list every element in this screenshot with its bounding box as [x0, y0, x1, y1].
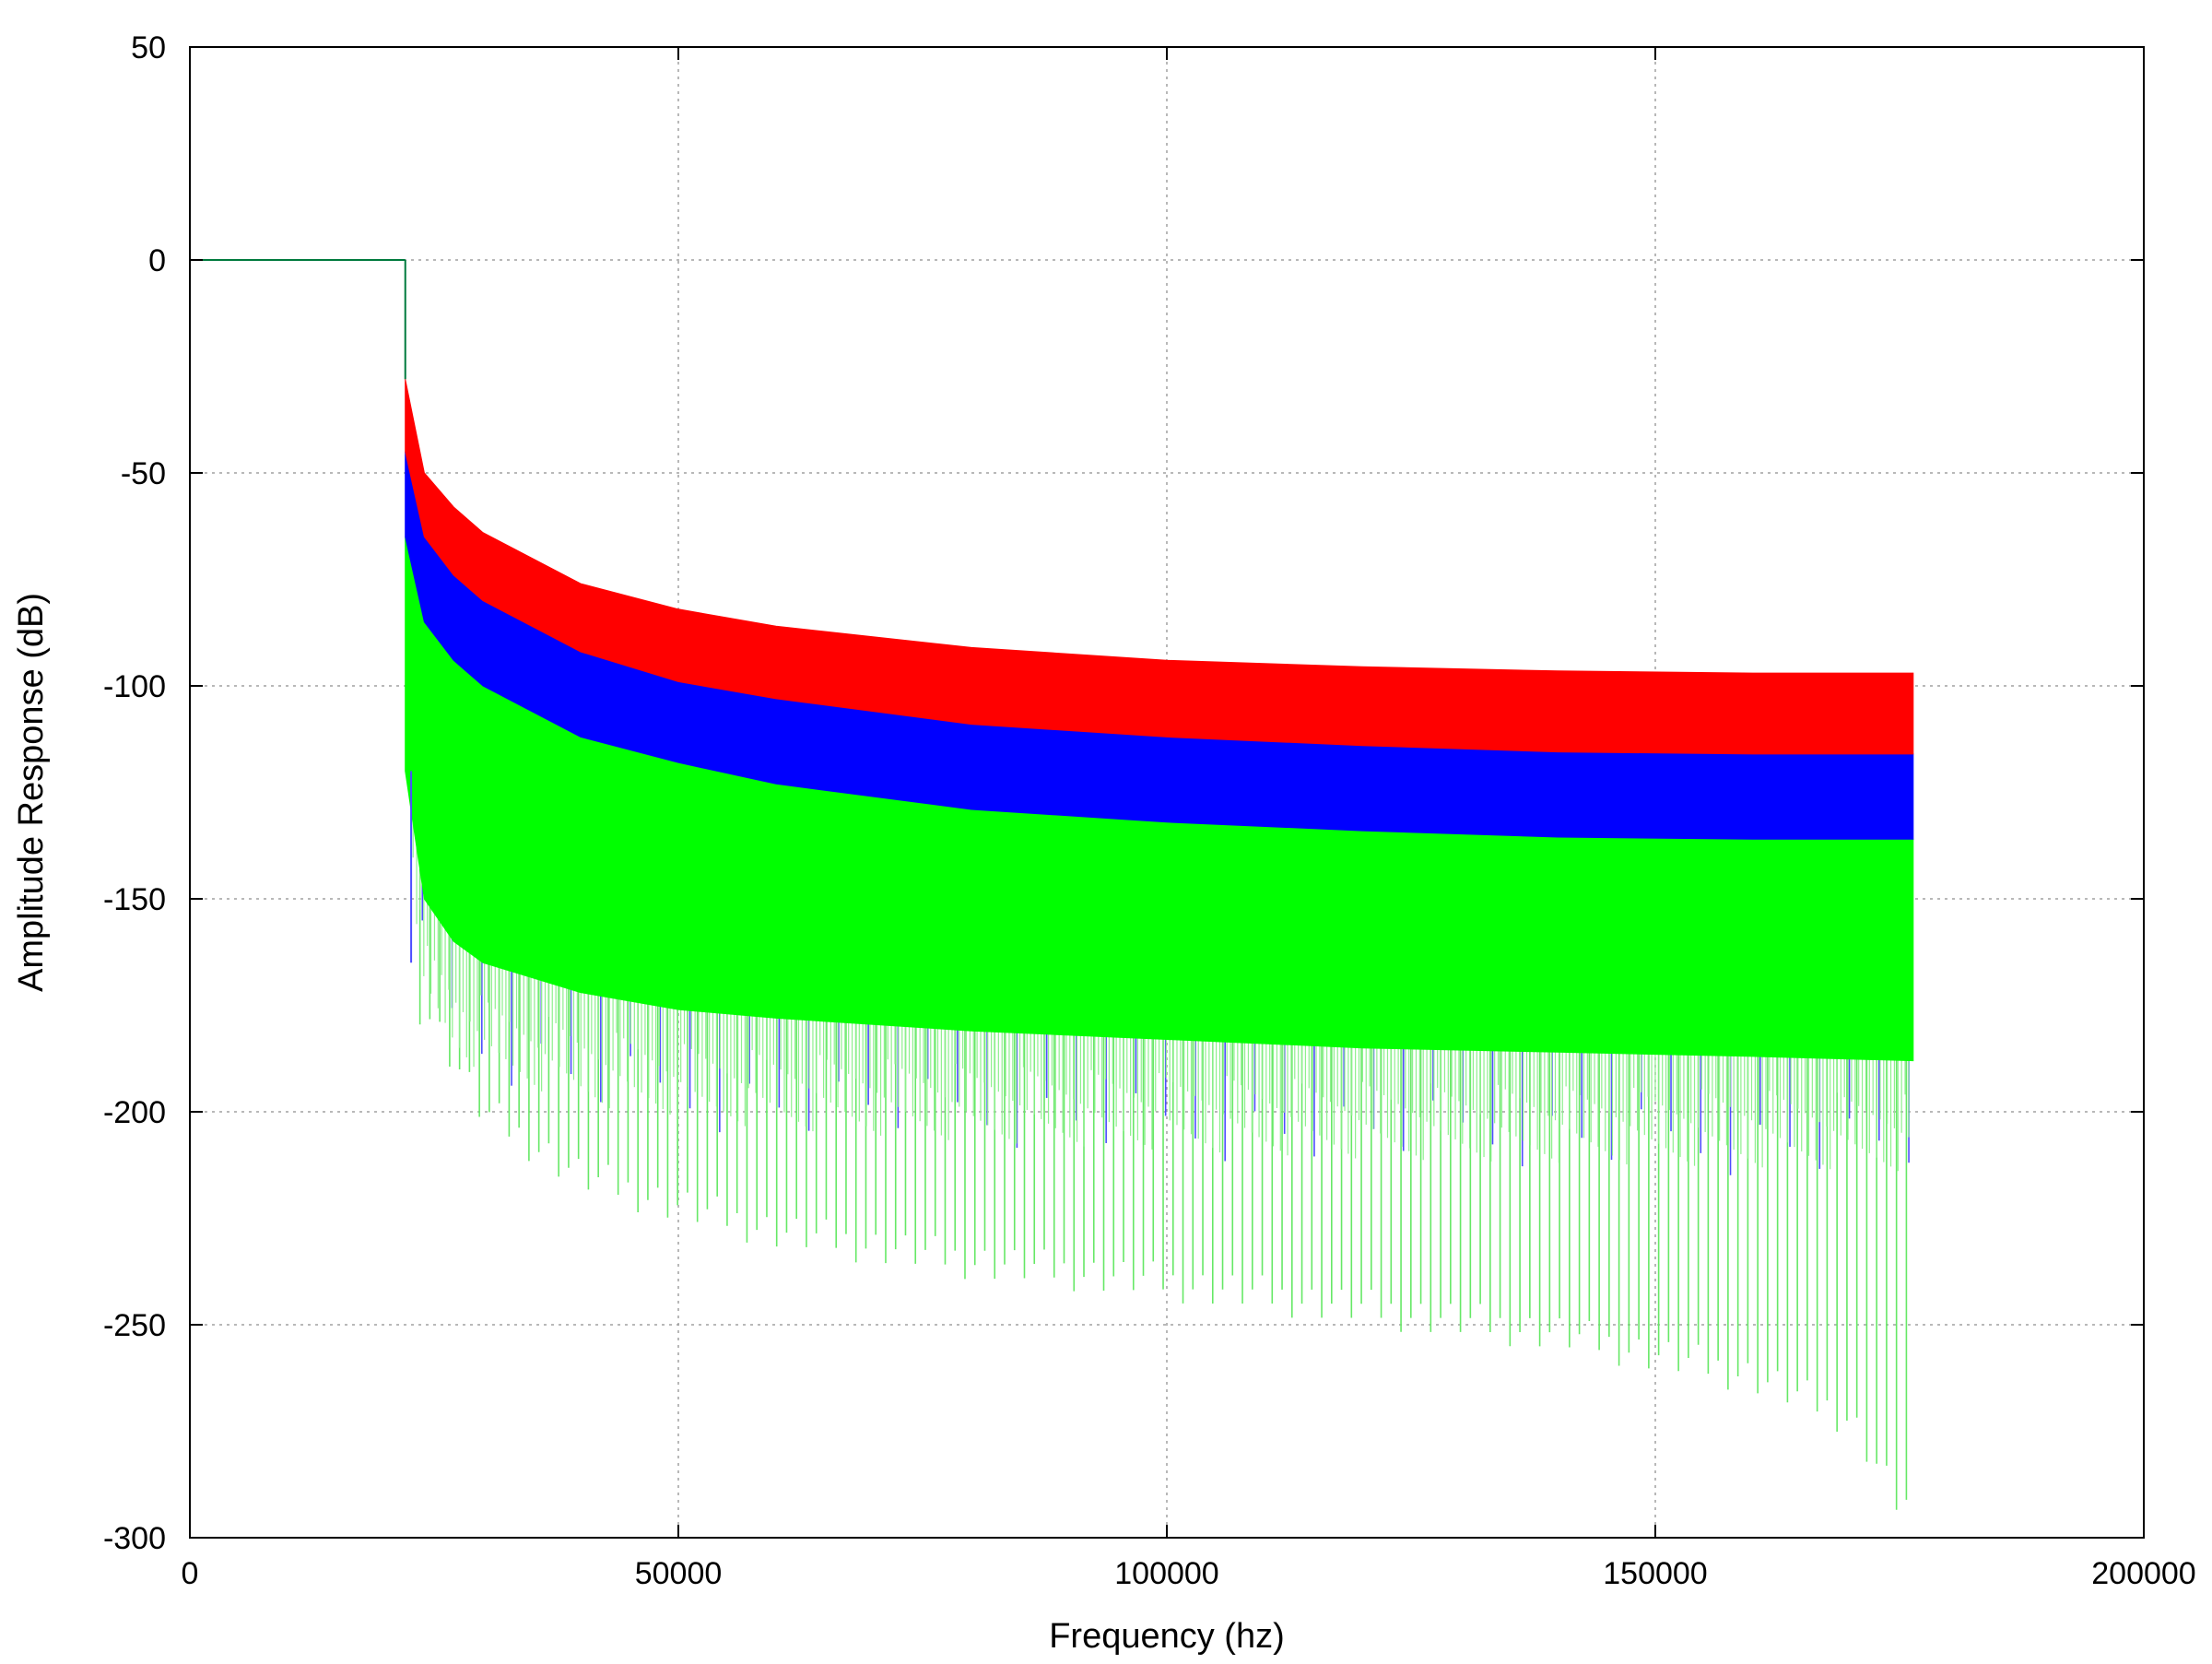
y-tick-label: -200	[103, 1095, 166, 1130]
x-tick-label: 0	[182, 1556, 199, 1591]
y-tick-label: -100	[103, 669, 166, 704]
y-tick-label: 0	[148, 243, 166, 278]
y-tick-label: -250	[103, 1308, 166, 1343]
red-band	[405, 379, 1914, 755]
x-tick-label: 150000	[1603, 1556, 1707, 1591]
y-tick-label: -150	[103, 882, 166, 917]
y-tick-label: 50	[131, 30, 166, 65]
plot-area	[190, 259, 1914, 1510]
axis-ticks: 0 50000 100000 150000 200000 50 0 -50 -100 -150 -2…	[103, 30, 2196, 1591]
x-axis-label: Frequency (hz)	[1049, 1617, 1285, 1656]
x-tick-label: 200000	[2091, 1556, 2195, 1591]
y-tick-label: -50	[121, 456, 166, 491]
x-tick-label: 100000	[1114, 1556, 1218, 1591]
y-tick-label: -300	[103, 1521, 166, 1556]
y-axis-label: Amplitude Response (dB)	[12, 593, 51, 992]
x-tick-label: 50000	[635, 1556, 723, 1591]
